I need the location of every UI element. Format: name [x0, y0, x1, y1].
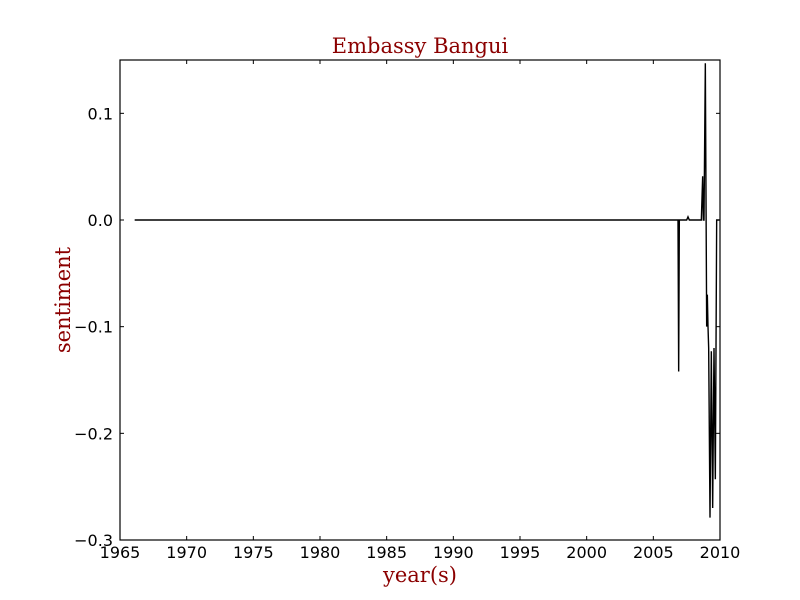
axis-ticks: 1965 1970 1975 1980 1985 1990 1995 2000 2005 2010…	[74, 60, 740, 562]
x-axis-label: year(s)	[382, 563, 457, 587]
x-tick-label: 1985	[366, 543, 407, 562]
y-axis-label: sentiment	[51, 246, 75, 353]
x-tick-label: 1970	[166, 543, 207, 562]
x-tick-label: 2005	[633, 543, 674, 562]
x-tick-label: 1995	[500, 543, 541, 562]
y-tick-label: 0.1	[88, 104, 113, 123]
y-tick-label: −0.1	[74, 318, 113, 337]
x-tick-label: 1965	[100, 543, 141, 562]
x-tick-label: 2000	[566, 543, 607, 562]
x-tick-label: 1990	[433, 543, 474, 562]
data-series	[134, 63, 720, 518]
y-tick-label: −0.2	[74, 424, 113, 443]
x-tick-label: 2010	[700, 543, 741, 562]
y-tick-label: −0.3	[74, 531, 113, 550]
x-tick-label: 1980	[300, 543, 341, 562]
series-line	[134, 63, 720, 518]
plot-area-frame	[119, 59, 721, 541]
chart-title: Embassy Bangui	[332, 34, 509, 58]
x-tick-label: 1975	[233, 543, 274, 562]
y-tick-label: 0.0	[88, 211, 113, 230]
